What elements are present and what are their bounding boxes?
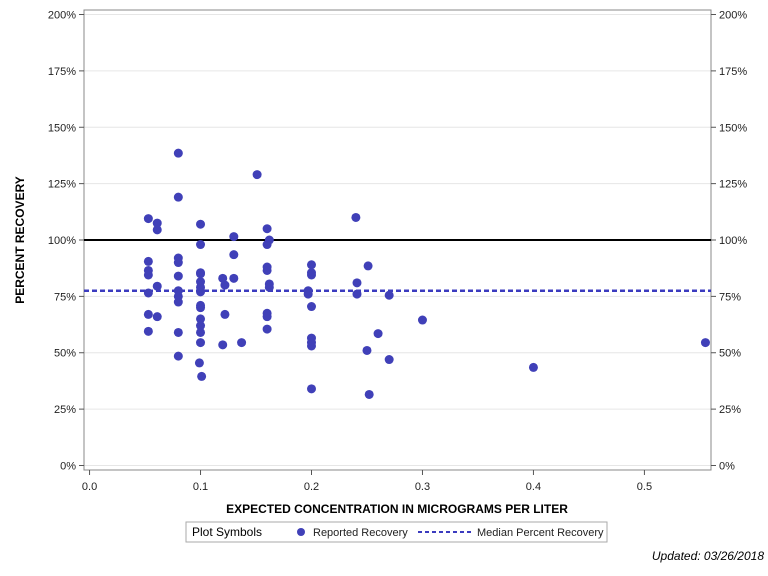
legend-label-reported: Reported Recovery <box>313 527 408 539</box>
data-point <box>197 371 207 381</box>
x-tick-label: 0.4 <box>526 481 541 493</box>
data-point <box>262 324 272 334</box>
legend: Plot Symbols Reported Recovery Median Pe… <box>185 521 608 543</box>
data-point <box>143 270 153 280</box>
data-point <box>196 327 206 337</box>
axes: 0% 0% 25% 25% 50% 50% 75% 75% 100% 100% 125% 125% 15… <box>48 10 747 493</box>
y-tick-label-right: 75% <box>719 291 741 303</box>
x-tick-label: 0.3 <box>415 481 430 493</box>
data-point <box>173 258 183 268</box>
data-point <box>264 235 274 245</box>
y-tick-label-left: 0% <box>60 460 76 472</box>
data-point <box>152 281 162 291</box>
y-tick-label-left: 150% <box>48 122 76 134</box>
data-point <box>196 240 206 250</box>
data-point <box>384 290 394 300</box>
data-point <box>700 338 710 348</box>
data-point <box>220 280 230 290</box>
data-point <box>528 362 538 372</box>
data-point <box>196 303 206 313</box>
data-point <box>306 260 316 270</box>
x-tick-label: 0.5 <box>637 481 652 493</box>
y-tick-label-left: 100% <box>48 235 76 247</box>
x-tick-label: 0.1 <box>193 481 208 493</box>
data-point <box>262 265 272 275</box>
data-point <box>196 269 206 279</box>
data-point <box>194 358 204 368</box>
x-axis-title: EXPECTED CONCENTRATION IN MICROGRAMS PER… <box>226 502 568 516</box>
data-point <box>306 341 316 351</box>
data-point <box>362 345 372 355</box>
data-point <box>364 389 374 399</box>
data-point <box>143 288 153 298</box>
legend-title: Plot Symbols <box>192 525 262 539</box>
data-point <box>173 297 183 307</box>
data-point <box>143 214 153 224</box>
y-tick-label-left: 200% <box>48 10 76 22</box>
x-tick-label: 0.2 <box>304 481 319 493</box>
data-point <box>229 273 239 283</box>
legend-marker-reported <box>297 528 305 536</box>
data-point <box>143 309 153 319</box>
y-tick-label-right: 50% <box>719 348 741 360</box>
y-tick-label-right: 125% <box>719 179 747 191</box>
data-point <box>252 170 262 180</box>
y-tick-label-right: 150% <box>719 122 747 134</box>
data-point <box>218 273 228 283</box>
data-point <box>373 329 383 339</box>
data-point <box>384 355 394 365</box>
data-point <box>352 289 362 299</box>
data-point <box>229 250 239 260</box>
y-tick-label-right: 25% <box>719 404 741 416</box>
data-point <box>306 302 316 312</box>
x-tick-label: 0.0 <box>82 481 97 493</box>
y-axis-title: PERCENT RECOVERY <box>13 176 27 304</box>
data-point <box>143 256 153 266</box>
data-point <box>262 312 272 322</box>
y-tick-label-left: 25% <box>54 404 76 416</box>
y-tick-label-left: 175% <box>48 66 76 78</box>
data-point <box>229 232 239 242</box>
legend-label-median: Median Percent Recovery <box>477 527 604 539</box>
data-point <box>196 338 206 348</box>
y-tick-label-left: 75% <box>54 291 76 303</box>
data-point <box>220 309 230 319</box>
data-point <box>352 278 362 288</box>
data-point <box>218 340 228 350</box>
y-tick-label-left: 50% <box>54 348 76 360</box>
data-point <box>262 224 272 234</box>
data-point <box>173 148 183 158</box>
data-points <box>143 148 710 399</box>
data-point <box>173 271 183 281</box>
data-point <box>196 287 206 297</box>
data-point <box>173 192 183 202</box>
data-point <box>237 338 247 348</box>
y-tick-label-right: 175% <box>719 66 747 78</box>
y-tick-label-right: 0% <box>719 460 735 472</box>
data-point <box>351 212 361 222</box>
data-point <box>196 314 206 324</box>
y-tick-label-right: 200% <box>719 10 747 22</box>
legend-box <box>185 521 608 543</box>
data-point <box>152 312 162 322</box>
data-point <box>306 270 316 280</box>
y-tick-label-right: 100% <box>719 235 747 247</box>
data-point <box>173 327 183 337</box>
data-point <box>173 351 183 361</box>
reference-lines <box>84 239 711 292</box>
data-point <box>417 315 427 325</box>
data-point <box>152 218 162 228</box>
updated-footnote: Updated: 03/26/2018 <box>652 549 764 563</box>
data-point <box>196 219 206 229</box>
data-point <box>306 384 316 394</box>
data-point <box>152 225 162 235</box>
data-point <box>303 286 313 296</box>
y-tick-label-left: 125% <box>48 179 76 191</box>
data-point <box>264 282 274 292</box>
data-point <box>363 261 373 271</box>
data-point <box>143 326 153 336</box>
data-point <box>196 321 206 331</box>
